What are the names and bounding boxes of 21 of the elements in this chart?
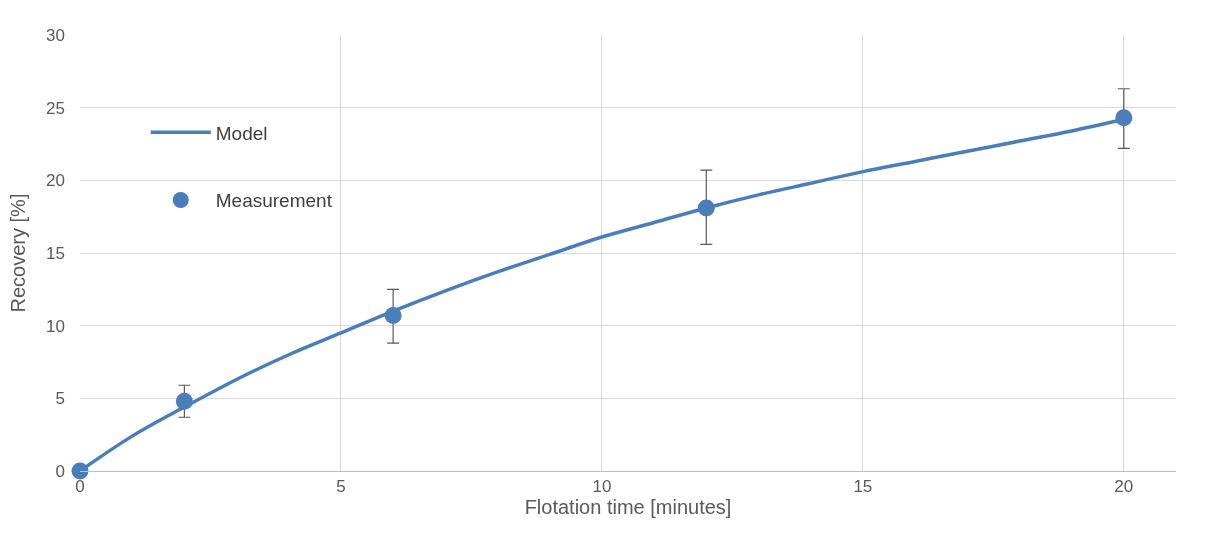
point [71,462,89,480]
point [697,199,715,217]
x-tick-label: 15 [853,477,873,497]
y-tick-label: 5 [55,389,65,409]
y-tick-label: 15 [46,243,65,263]
x-axis-title: Flotation time [minutes] [524,496,732,519]
y-tick-label: 25 [46,98,65,118]
x-tick-label: 5 [336,477,346,497]
legend-label: Model [215,122,268,144]
y-tick-label: 10 [46,316,65,336]
y-tick-label: 0 [55,461,65,481]
point [1115,109,1133,127]
legend-label: Measurement [215,190,333,212]
y-tick-label: 20 [46,171,65,191]
x-tick-label: 10 [592,477,612,497]
y-tick-label: 30 [46,25,65,45]
point [175,392,193,410]
point [384,306,402,324]
x-tick-label: 0 [75,477,85,497]
y-axis-title: Recovery [%] [6,193,29,313]
x-tick-label: 20 [1114,477,1134,497]
